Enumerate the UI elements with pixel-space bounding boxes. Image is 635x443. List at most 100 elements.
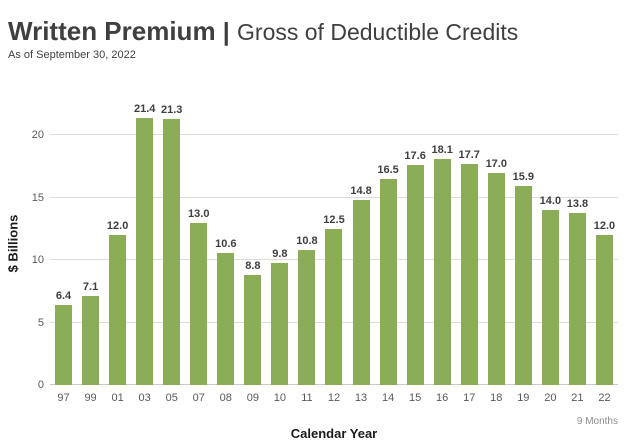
bar-column: 12.0	[591, 100, 618, 385]
bar-column: 13.0	[185, 100, 212, 385]
bar-column: 17.0	[483, 100, 510, 385]
bar	[379, 178, 397, 385]
nine-months-note: 9 Months	[576, 416, 618, 427]
x-axis: 97 99 01 03 05 07 08 09 10 11 12 13 14 15 16 17 18 19 20 21…	[50, 392, 618, 404]
bar	[271, 262, 289, 385]
bar-column: 8.8	[239, 100, 266, 385]
x-tick-label: 14	[381, 392, 395, 404]
bar	[136, 117, 154, 385]
bar	[55, 305, 73, 385]
bars-container: 6.4 7.1 12.0 21.4 21.3 13.0 10.6 8.8 9.8 10.8 12.5…	[50, 100, 618, 385]
x-tick-label: 15	[409, 392, 422, 404]
chart-subtitle: As of September 30, 2022	[8, 49, 136, 61]
bar-column: 12.5	[320, 100, 347, 385]
x-tick-label: 22	[598, 392, 611, 404]
chart-header: Written Premium | Gross of Deductible Cr…	[8, 16, 518, 61]
bar-column: 21.3	[158, 100, 185, 385]
chart-title-secondary: Gross of Deductible Credits	[237, 19, 519, 45]
bar-column: 6.4	[50, 100, 77, 385]
bar	[406, 165, 424, 385]
bar-value-label: 18.1	[431, 143, 453, 156]
x-tick-label: 01	[111, 392, 124, 404]
bar-column: 9.8	[266, 100, 293, 385]
bar-value-label: 12.0	[106, 220, 129, 232]
bar-column: 15.9	[510, 100, 537, 385]
chart-title-main: Written Premium	[8, 16, 216, 46]
bar	[190, 222, 208, 385]
bar-value-label: 6.4	[55, 290, 72, 302]
bar	[568, 212, 586, 385]
x-tick-label: 17	[463, 392, 476, 404]
bar-column: 16.5	[375, 100, 402, 385]
bar-value-label: 8.8	[245, 260, 261, 272]
bar-value-label: 21.4	[133, 102, 156, 115]
bar-column: 10.6	[212, 100, 239, 385]
bar-value-label: 14.8	[350, 185, 372, 197]
bar-value-label: 17.6	[404, 150, 426, 162]
x-tick-label: 21	[571, 392, 584, 404]
chart-title: Written Premium | Gross of Deductible Cr…	[8, 16, 518, 47]
bar	[487, 172, 505, 385]
y-axis-title: $ Billions	[5, 214, 21, 273]
bar-column: 14.8	[348, 100, 375, 385]
bar-column: 17.6	[402, 100, 429, 385]
bar-value-label: 10.8	[296, 235, 318, 247]
bar	[82, 296, 100, 385]
x-tick-label: 05	[165, 392, 178, 404]
bar	[541, 210, 559, 385]
bar	[325, 228, 343, 385]
y-tick-label: 15	[31, 191, 44, 204]
bar	[433, 158, 451, 385]
plot-area: 0 5 10 15 20 6.4 7.1 12.0 21.4 21.3 13.0 10.6 8.8 9.8…	[32, 100, 618, 391]
x-tick-label: 10	[273, 392, 287, 404]
gridline	[50, 196, 618, 198]
bar	[514, 186, 532, 385]
y-tick-label: 0	[37, 379, 44, 391]
bar	[298, 250, 316, 385]
bar-value-label: 13.0	[188, 207, 210, 220]
x-tick-label: 09	[246, 392, 259, 404]
x-tick-label: 20	[544, 392, 557, 404]
bar-value-label: 17.0	[485, 157, 507, 170]
bar-column: 17.7	[456, 100, 483, 385]
x-tick-label: 03	[138, 392, 151, 404]
x-tick-label: 13	[354, 392, 368, 404]
bar	[163, 118, 181, 385]
y-tick-label: 20	[31, 129, 44, 141]
bar-column: 12.0	[104, 100, 131, 385]
x-tick-label: 16	[436, 392, 449, 404]
x-tick-label: 99	[84, 392, 97, 404]
note-row: 9 Months	[50, 411, 618, 429]
title-separator: |	[222, 18, 230, 46]
bar-value-label: 14.0	[539, 195, 562, 207]
bar-value-label: 10.6	[215, 237, 237, 250]
bar-value-label: 7.1	[82, 281, 99, 294]
x-tick-label: 12	[327, 392, 341, 404]
bar-column: 7.1	[77, 100, 104, 385]
y-tick-label: 10	[31, 254, 44, 266]
x-axis-title: Calendar Year	[290, 426, 378, 441]
bar-value-label: 15.9	[512, 171, 535, 184]
bar-value-label: 12.0	[593, 220, 616, 232]
bar-column: 21.4	[131, 100, 158, 385]
bar-value-label: 16.5	[377, 163, 399, 176]
bar-column: 18.1	[429, 100, 456, 385]
bar	[109, 235, 127, 385]
bar-column: 10.8	[293, 100, 320, 385]
bar	[352, 200, 370, 385]
gridline	[50, 134, 618, 135]
x-tick-label: 18	[490, 392, 503, 404]
bar	[244, 275, 262, 385]
bar-value-label: 12.5	[323, 213, 345, 226]
x-tick-label: 97	[57, 392, 70, 404]
bar-value-label: 17.7	[458, 148, 480, 161]
x-tick-label: 07	[192, 392, 205, 404]
bar	[460, 163, 478, 385]
bar	[217, 252, 235, 385]
x-tick-label: 08	[219, 392, 232, 404]
y-tick-label: 5	[37, 316, 44, 329]
bar-value-label: 21.3	[161, 103, 183, 116]
bar-column: 14.0	[537, 100, 564, 385]
bar	[595, 235, 613, 385]
